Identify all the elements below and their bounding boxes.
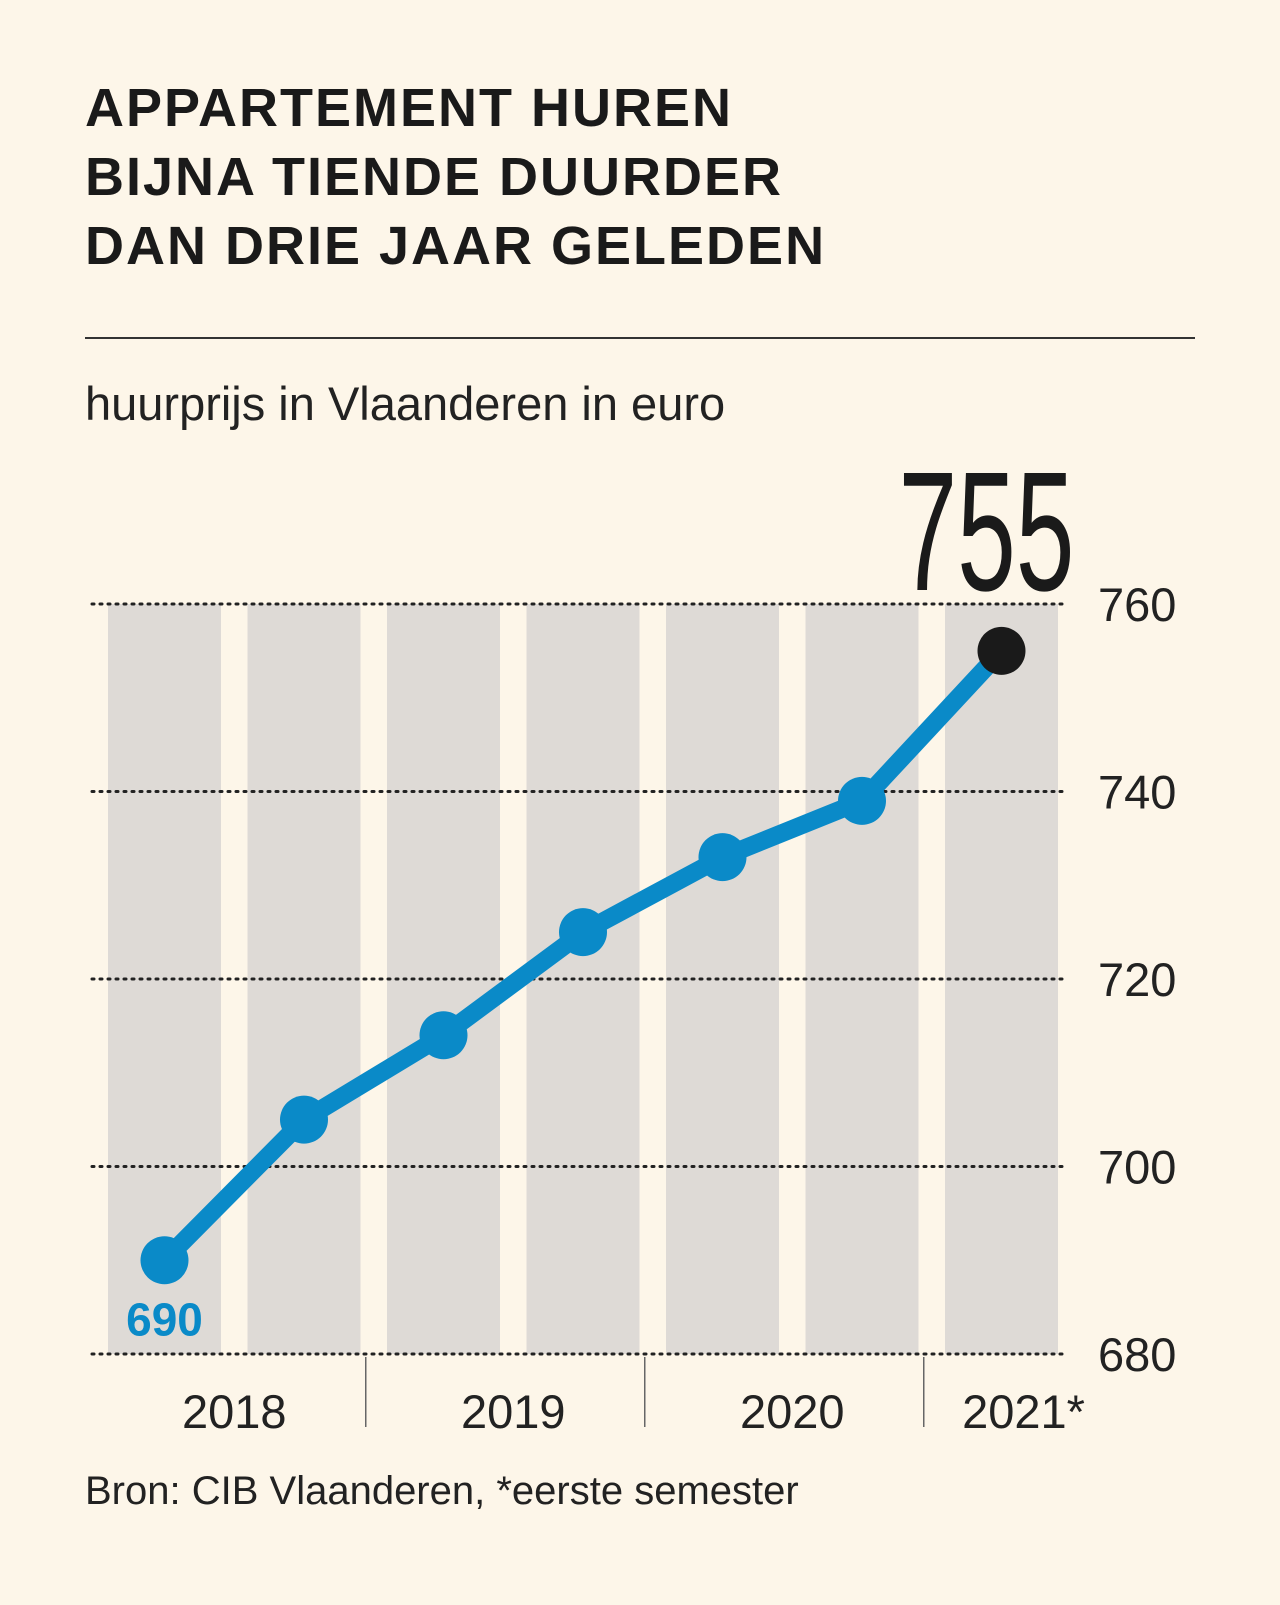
title-line: APPARTEMENT HUREN (85, 78, 733, 138)
data-point (698, 833, 747, 882)
title-line: DAN DRIE JAAR GELEDEN (85, 216, 826, 276)
column-band (247, 604, 361, 1354)
title-line: BIJNA TIENDE DUURDER (85, 147, 783, 207)
x-group-label: 2021* (962, 1385, 1085, 1438)
y-tick-label: 700 (1098, 1141, 1176, 1194)
data-point (419, 1011, 468, 1060)
x-group-label: 2020 (740, 1385, 845, 1438)
last-value-label: 755 (899, 436, 1075, 626)
x-group-label: 2019 (461, 1385, 566, 1438)
y-tick-label: 720 (1098, 953, 1176, 1006)
data-point (140, 1236, 189, 1285)
data-point (559, 908, 607, 957)
subtitle: huurprijs in Vlaanderen in euro (85, 377, 725, 430)
source: Bron: CIB Vlaanderen, *eerste semester (85, 1469, 799, 1513)
y-tick-label: 760 (1098, 578, 1176, 631)
data-point (280, 1095, 328, 1144)
first-value-label: 690 (126, 1293, 203, 1345)
data-point (977, 626, 1026, 675)
y-tick-label: 740 (1098, 766, 1176, 819)
column-band (945, 604, 1058, 1354)
y-tick-label: 680 (1098, 1328, 1176, 1381)
x-group-label: 2018 (182, 1385, 287, 1438)
data-point (838, 776, 886, 825)
